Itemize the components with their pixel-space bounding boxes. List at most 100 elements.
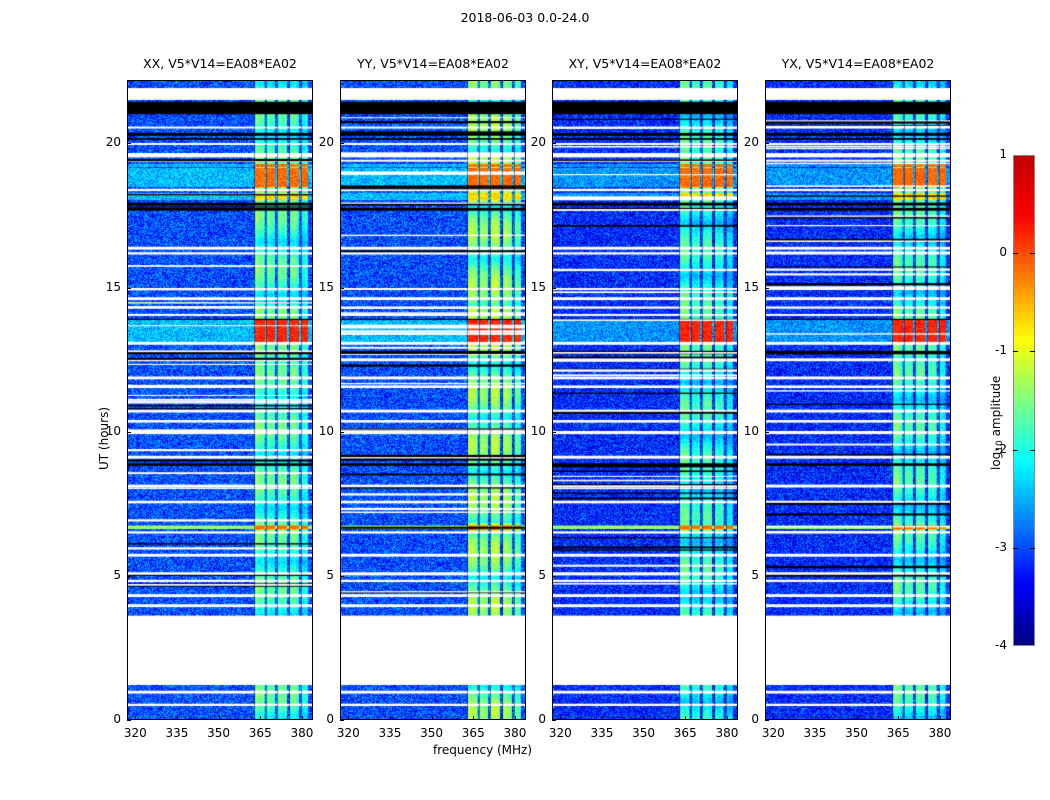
y-tick-mark <box>127 575 131 577</box>
y-tick-mark <box>765 143 769 145</box>
panel-title-xy: XY, V5*V14=EA08*EA02 <box>568 56 722 71</box>
spectrogram-image-xy <box>553 81 737 719</box>
x-tick-label: 350 <box>632 726 656 740</box>
spectrogram-canvas-yx <box>766 81 950 719</box>
colorbar-tick-label: -1 <box>995 343 1007 358</box>
x-tick-label: 365 <box>461 726 485 740</box>
y-tick-mark <box>765 720 769 721</box>
panel-title-xx: XX, V5*V14=EA08*EA02 <box>143 56 297 71</box>
y-tick-label: 10 <box>105 423 121 438</box>
x-tick-mark <box>218 716 220 720</box>
colorbar-tick-mark <box>1030 351 1035 353</box>
x-tick-label: 320 <box>548 726 572 740</box>
spectrogram-image-yx <box>766 81 950 719</box>
y-tick-mark <box>127 143 131 145</box>
y-tick-label: 5 <box>751 567 759 582</box>
x-tick-mark <box>301 716 303 720</box>
x-tick-label: 350 <box>845 726 869 740</box>
x-tick-label: 365 <box>248 726 272 740</box>
panel-title-yx: YX, V5*V14=EA08*EA02 <box>781 56 935 71</box>
colorbar-tick-label: -2 <box>995 441 1007 456</box>
colorbar-tick-mark <box>1013 547 1018 549</box>
spectrogram-panel-xx[interactable] <box>127 80 313 720</box>
spectrogram-canvas-xy <box>553 81 737 719</box>
spectrogram-panel-xy[interactable] <box>552 80 738 720</box>
x-tick-label: 320 <box>123 726 147 740</box>
spectrogram-canvas-xx <box>128 81 312 719</box>
y-tick-label: 20 <box>530 135 546 150</box>
x-tick-mark <box>260 716 262 720</box>
y-tick-label: 5 <box>538 567 546 582</box>
colorbar-tick-mark <box>1013 449 1018 451</box>
y-tick-mark <box>127 720 131 721</box>
x-tick-mark <box>473 716 475 720</box>
x-axis-label: frequency (MHz) <box>433 743 533 757</box>
x-tick-mark <box>560 716 562 720</box>
x-tick-label: 335 <box>803 726 827 740</box>
x-tick-mark <box>773 716 775 720</box>
y-tick-mark <box>340 720 344 721</box>
x-tick-label: 350 <box>207 726 231 740</box>
x-tick-mark <box>135 716 137 720</box>
x-tick-label: 380 <box>503 726 527 740</box>
y-tick-mark <box>340 287 344 289</box>
y-tick-label: 0 <box>538 712 546 726</box>
colorbar-tick-label: -3 <box>995 539 1007 554</box>
colorbar-tick-label: 1 <box>999 147 1007 161</box>
colorbar-tick-mark <box>1030 547 1035 549</box>
x-tick-label: 335 <box>165 726 189 740</box>
x-tick-mark <box>601 716 603 720</box>
x-tick-label: 320 <box>336 726 360 740</box>
y-tick-label: 10 <box>530 423 546 438</box>
y-tick-mark <box>552 431 556 433</box>
x-tick-mark <box>726 716 728 720</box>
x-tick-label: 335 <box>378 726 402 740</box>
y-tick-label: 15 <box>318 279 334 294</box>
colorbar-label-subscript: 10 <box>995 440 1005 452</box>
y-tick-mark <box>765 287 769 289</box>
y-tick-mark <box>340 431 344 433</box>
y-axis-label: UT (hours) <box>97 406 111 470</box>
x-tick-mark <box>898 716 900 720</box>
spectrogram-panel-yy[interactable] <box>340 80 526 720</box>
x-tick-mark <box>514 716 516 720</box>
y-tick-label: 15 <box>105 279 121 294</box>
figure-suptitle: 2018-06-03 0.0-24.0 <box>460 10 590 25</box>
spectrogram-image-yy <box>341 81 525 719</box>
y-tick-mark <box>127 431 131 433</box>
x-tick-mark <box>431 716 433 720</box>
colorbar-tick-label: -4 <box>995 638 1007 652</box>
colorbar-tick-mark <box>1030 449 1035 451</box>
colorbar-tick-mark <box>1030 253 1035 255</box>
colorbar-label: log10 amplitude <box>989 376 1005 470</box>
spectrogram-panel-yx[interactable] <box>765 80 951 720</box>
spectrogram-canvas-yy <box>341 81 525 719</box>
x-tick-mark <box>685 716 687 720</box>
x-tick-label: 380 <box>928 726 952 740</box>
y-tick-mark <box>552 720 556 721</box>
y-tick-mark <box>552 287 556 289</box>
panel-title-yy: YY, V5*V14=EA08*EA02 <box>357 56 509 71</box>
x-tick-mark <box>389 716 391 720</box>
y-tick-label: 5 <box>113 567 121 582</box>
x-tick-label: 335 <box>590 726 614 740</box>
x-tick-mark <box>856 716 858 720</box>
y-tick-label: 0 <box>326 712 334 726</box>
colorbar <box>1013 155 1035 646</box>
x-tick-mark <box>939 716 941 720</box>
y-tick-mark <box>340 575 344 577</box>
colorbar-label-log: log <box>989 451 1003 470</box>
y-tick-label: 15 <box>530 279 546 294</box>
y-tick-mark <box>765 431 769 433</box>
y-tick-label: 5 <box>326 567 334 582</box>
y-tick-label: 10 <box>318 423 334 438</box>
y-tick-mark <box>552 143 556 145</box>
x-tick-mark <box>176 716 178 720</box>
colorbar-tick-label: 0 <box>999 245 1007 260</box>
spectrogram-image-xx <box>128 81 312 719</box>
x-tick-label: 365 <box>886 726 910 740</box>
x-tick-label: 380 <box>290 726 314 740</box>
colorbar-label-rest: amplitude <box>989 375 1003 441</box>
y-tick-label: 10 <box>743 423 759 438</box>
y-tick-mark <box>127 287 131 289</box>
